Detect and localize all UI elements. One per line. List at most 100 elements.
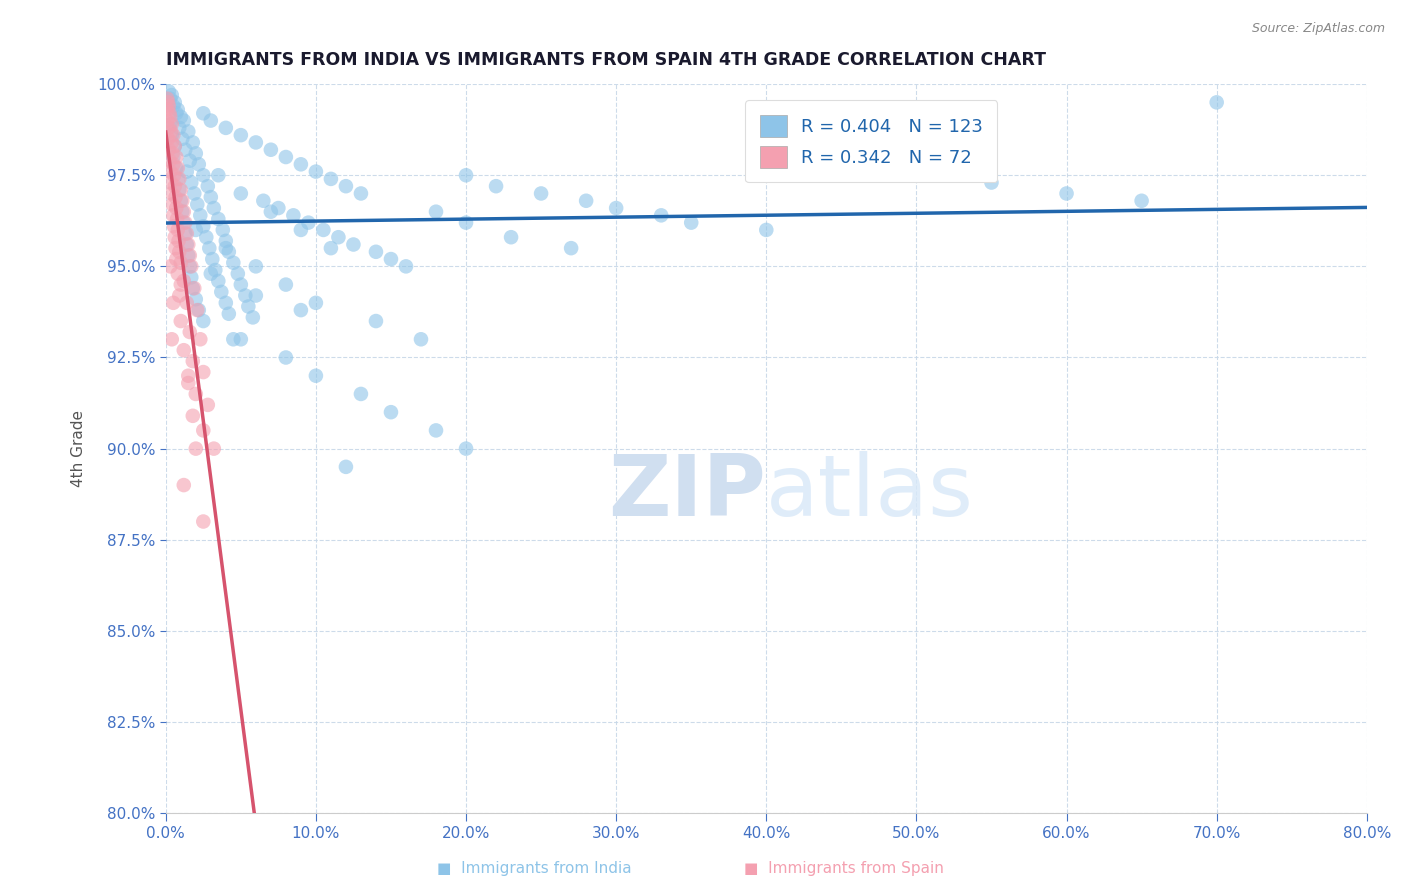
Point: [380, 252, 402, 266]
Point: [197, 179, 219, 194]
Point: [560, 241, 582, 255]
Point: [290, 303, 312, 318]
Point: [335, 179, 357, 194]
Point: [169, 288, 191, 302]
Point: [201, 252, 224, 266]
Point: [187, 303, 209, 318]
Point: [159, 92, 181, 106]
Point: [215, 120, 238, 135]
Point: [229, 277, 252, 292]
Point: [180, 176, 202, 190]
Point: [162, 128, 184, 143]
Point: [173, 343, 195, 358]
Point: [166, 103, 188, 117]
Point: [233, 288, 256, 302]
Point: [425, 424, 447, 438]
Point: [157, 120, 180, 135]
Point: [169, 183, 191, 197]
Y-axis label: 4th Grade: 4th Grade: [72, 410, 86, 487]
Point: [319, 172, 342, 186]
Legend: R = 0.404   N = 123, R = 0.342   N = 72: R = 0.404 N = 123, R = 0.342 N = 72: [745, 101, 997, 183]
Point: [409, 332, 432, 346]
Point: [172, 132, 194, 146]
Point: [530, 186, 553, 201]
Point: [174, 143, 197, 157]
Point: [160, 136, 183, 150]
Point: [165, 201, 187, 215]
Point: [283, 208, 305, 222]
Point: [290, 157, 312, 171]
Point: [681, 216, 703, 230]
Point: [305, 368, 328, 383]
Text: ■  Immigrants from India: ■ Immigrants from India: [437, 861, 631, 876]
Point: [193, 168, 215, 182]
Point: [162, 146, 184, 161]
Point: [172, 194, 194, 208]
Point: [166, 172, 188, 186]
Point: [170, 194, 193, 208]
Point: [267, 201, 290, 215]
Point: [222, 256, 245, 270]
Point: [1130, 194, 1153, 208]
Point: [364, 314, 387, 328]
Point: [245, 288, 267, 302]
Point: [163, 139, 186, 153]
Point: [1205, 95, 1227, 110]
Point: [173, 113, 195, 128]
Point: [499, 230, 522, 244]
Point: [245, 260, 267, 274]
Text: Source: ZipAtlas.com: Source: ZipAtlas.com: [1251, 22, 1385, 36]
Point: [177, 376, 200, 390]
Point: [174, 216, 197, 230]
Point: [177, 248, 200, 262]
Point: [188, 208, 211, 222]
Point: [650, 208, 672, 222]
Point: [184, 387, 207, 401]
Point: [163, 95, 186, 110]
Point: [197, 398, 219, 412]
Point: [163, 230, 186, 244]
Point: [162, 157, 184, 171]
Point: [160, 176, 183, 190]
Point: [160, 88, 183, 103]
Point: [226, 267, 249, 281]
Point: [218, 307, 240, 321]
Point: [211, 223, 233, 237]
Point: [179, 248, 201, 262]
Point: [160, 186, 183, 201]
Point: [312, 223, 335, 237]
Point: [1056, 186, 1078, 201]
Point: [186, 303, 208, 318]
Point: [207, 212, 229, 227]
Point: [193, 106, 215, 120]
Point: [305, 164, 328, 178]
Point: [165, 150, 187, 164]
Point: [162, 208, 184, 222]
Point: [252, 194, 274, 208]
Point: [176, 237, 198, 252]
Point: [166, 267, 188, 281]
Point: [177, 124, 200, 138]
Point: [207, 168, 229, 182]
Point: [328, 230, 350, 244]
Point: [209, 285, 232, 299]
Point: [174, 227, 197, 241]
Point: [830, 157, 852, 171]
Point: [179, 153, 201, 168]
Point: [184, 292, 207, 306]
Point: [170, 256, 193, 270]
Point: [274, 277, 297, 292]
Point: [162, 197, 184, 211]
Point: [165, 241, 187, 255]
Point: [200, 190, 222, 204]
Point: [170, 110, 193, 124]
Point: [157, 143, 180, 157]
Point: [215, 241, 238, 255]
Point: [160, 124, 183, 138]
Point: [169, 172, 191, 186]
Point: [184, 223, 207, 237]
Point: [181, 281, 204, 295]
Point: [179, 260, 201, 274]
Point: [163, 168, 186, 182]
Point: [183, 281, 205, 295]
